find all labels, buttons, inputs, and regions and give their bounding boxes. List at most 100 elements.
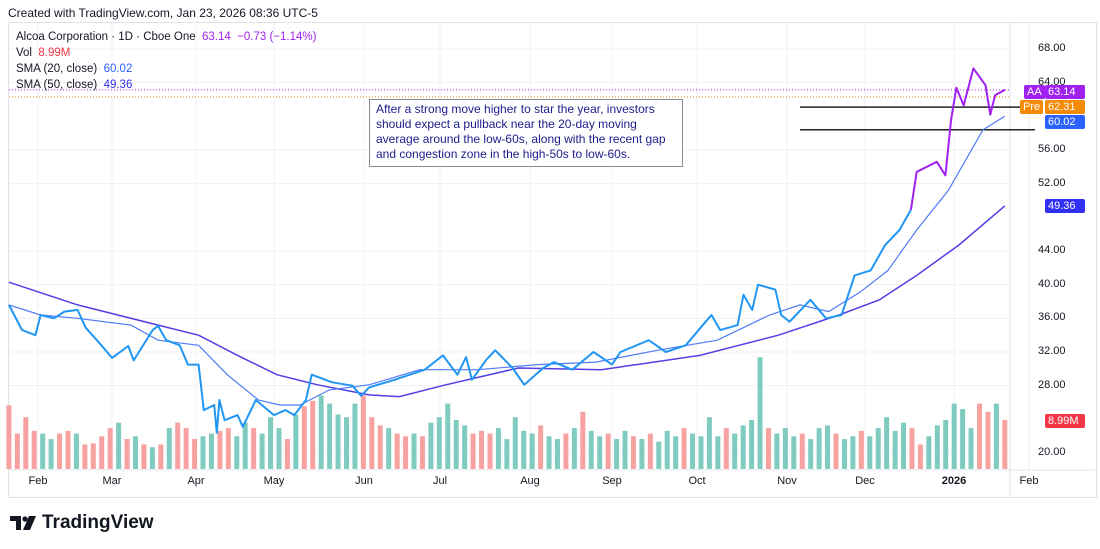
x-tick-label: Feb [28,475,48,487]
pre-market-tag: Pre [1020,100,1044,114]
volume-bar [740,425,746,469]
volume-bar [605,433,611,469]
volume-bar [133,436,139,469]
volume-bar [453,419,459,469]
volume-bar [943,419,949,469]
aa-symbol-tag: AA [1024,85,1045,99]
volume-bar [149,447,155,469]
volume-bar [487,433,493,469]
volume-bar [369,417,375,469]
y-tick-label: 40.00 [1038,277,1066,290]
volume-bar [951,403,957,469]
legend-sma50: SMA (50, close) 49.36 [16,79,132,91]
volume-bar [107,428,113,469]
volume-bar [825,425,831,469]
volume-bar [48,439,54,469]
x-tick-label: Dec [855,475,875,487]
volume-bar [892,430,898,469]
volume-bar [850,436,856,469]
volume-bar [976,403,982,469]
sma50-tag: 49.36 [1045,199,1085,213]
volume-bar [706,417,712,469]
x-tick-label: Apr [187,475,205,487]
tradingview-logo[interactable]: TradingView [10,512,154,534]
volume-bar [816,428,822,469]
volume-bar [352,403,358,469]
volume-bar [791,436,797,469]
volume-bar [622,430,628,469]
volume-bar [327,403,333,469]
credit-text: Created with TradingView.com, Jan 23, 20… [8,6,318,20]
x-tick-label: Jun [355,475,373,487]
pre-market-price-tag: 62.31 [1045,100,1085,114]
last-price: 63.14 [202,31,231,43]
x-tick-label: Mar [102,475,122,487]
volume-bar [6,405,12,469]
volume-bar [841,439,847,469]
x-tick-label: Oct [688,475,706,487]
price-line [8,209,912,434]
volume-bar [512,417,518,469]
volume-bar [673,436,679,469]
y-tick-label: 44.00 [1038,244,1066,256]
sma20-tag: 60.02 [1045,115,1085,129]
x-tick-label: Nov [777,475,797,487]
y-tick-label: 52.00 [1038,176,1066,189]
volume-bar [217,430,223,469]
volume-bar [124,439,130,469]
volume-bar [428,422,434,469]
volume-bar [521,430,527,469]
volume-bar [225,428,231,469]
volume-bar [200,436,206,469]
volume-bar [757,357,763,469]
volume-bar [99,436,105,469]
volume-bar [681,428,687,469]
volume-bar [723,428,729,469]
volume-bar [934,425,940,469]
volume-bar [597,436,603,469]
volume-bar [293,414,299,469]
volume-bar [580,411,586,469]
volume-bar [234,436,240,469]
volume-bar [141,444,147,469]
x-tick-label: 2026 [941,475,967,487]
chart-frame [8,22,1097,498]
volume-bar [116,422,122,469]
volume-bar [901,422,907,469]
volume-bar [251,428,257,469]
volume-bar [571,428,577,469]
volume-bar [403,436,409,469]
volume-bar [158,444,164,469]
volume-bar [538,425,544,469]
volume-bar [884,417,890,469]
volume-bar [732,433,738,469]
volume-bar [867,436,873,469]
volume-bar [343,417,349,469]
volume-bar [82,444,88,469]
volume-bar [529,433,535,469]
volume-bar [419,436,425,469]
volume-bar [175,422,181,469]
y-tick-label: 64.00 [1038,75,1066,88]
volume-bar [960,409,966,469]
x-tick-label: Feb [1019,475,1039,487]
sma50-line [8,205,1006,398]
y-tick-label: 20.00 [1038,446,1066,459]
volume-bar [318,395,324,469]
volume-bar [546,436,552,469]
volume-bar [858,430,864,469]
volume-bar [833,433,839,469]
volume-bar [647,433,653,469]
volume-bar [301,406,307,469]
sma50-value: 49.36 [103,79,133,91]
volume-bar [23,417,29,469]
vol-value: 8.99M [38,47,71,59]
volume-bar [630,436,636,469]
volume-bar [411,433,417,469]
price-change: −0.73 (−1.14%) [237,31,317,43]
y-tick-label: 56.00 [1038,143,1066,155]
volume-bar [445,403,451,469]
volume-bar [926,436,932,469]
annotation-textbox[interactable]: After a strong move higher to star the y… [369,99,683,167]
